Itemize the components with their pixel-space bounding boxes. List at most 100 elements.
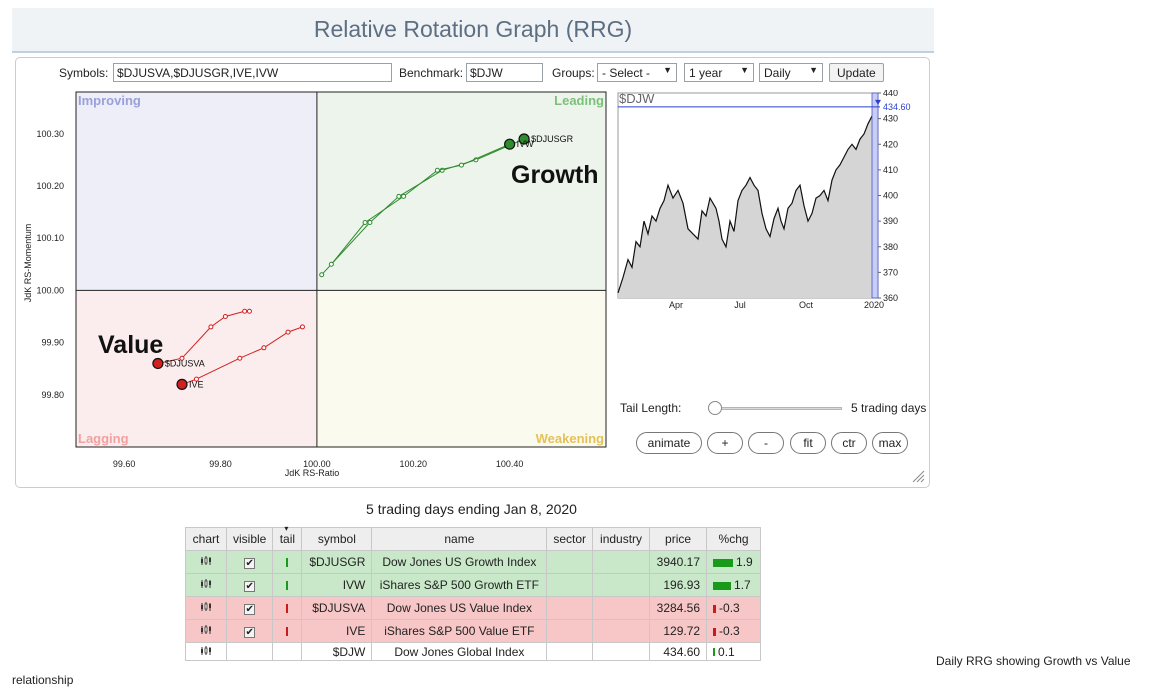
column-header-industry[interactable]: industry (592, 527, 651, 551)
symbol-cell[interactable]: IVE (301, 619, 373, 643)
tail-point (179, 355, 185, 361)
tail-point (285, 329, 291, 335)
chg-bar (713, 627, 717, 636)
column-header-visible[interactable]: visible (225, 527, 274, 551)
sector-cell (546, 619, 594, 643)
benchmark-y-tick-label: 410 (883, 165, 898, 175)
groups-select-value: - Select - (602, 66, 651, 80)
column-header-chart[interactable]: chart (185, 527, 227, 551)
chart-cell[interactable] (185, 550, 227, 574)
head-point[interactable] (176, 378, 188, 390)
benchmark-area (618, 106, 878, 298)
value-annotation: Value (98, 331, 163, 359)
footer-caption-line1: Daily RRG showing Growth vs Value (936, 654, 1131, 668)
chart-cell[interactable] (185, 596, 227, 620)
column-header-price[interactable]: price (649, 527, 708, 551)
visible-cell[interactable]: ✔ (225, 619, 274, 643)
candlestick-icon[interactable] (200, 578, 212, 592)
groups-select[interactable]: - Select - ▼ (597, 63, 677, 82)
visible-checkbox[interactable]: ✔ (244, 604, 256, 615)
chart-cell[interactable] (185, 619, 227, 643)
column-header-sector[interactable]: sector (546, 527, 594, 551)
industry-cell (592, 619, 651, 643)
max-button[interactable]: max (872, 432, 908, 454)
visible-checkbox[interactable]: ✔ (244, 581, 256, 592)
series-label: IVE (189, 379, 204, 389)
visible-cell[interactable]: ✔ (225, 573, 274, 597)
benchmark-line (617, 106, 879, 294)
benchmark-input[interactable] (466, 63, 543, 82)
visible-cell[interactable]: ✔ (225, 550, 274, 574)
chevron-down-icon: ▼ (809, 65, 818, 75)
column-header-tail[interactable]: ▾ tail (272, 524, 303, 551)
fit-button[interactable]: fit (790, 432, 826, 454)
zoom-out-button[interactable]: - (748, 432, 784, 454)
chart-cell[interactable] (185, 573, 227, 597)
rrg-chart[interactable]: 99.60 99.80 100.00 100.20 100.40 100.30 100.20… (16, 58, 616, 488)
symbol-cell[interactable]: $DJW (301, 642, 373, 661)
visible-checkbox[interactable]: ✔ (244, 558, 256, 569)
candlestick-icon[interactable] (200, 624, 212, 638)
tail-length-track[interactable] (712, 407, 842, 410)
table-row[interactable]: ✔ $DJUSVA Dow Jones US Value Index 3284.56-… (185, 596, 762, 620)
visible-checkbox[interactable]: ✔ (244, 627, 256, 638)
x-axis-label: JdK RS-Ratio (285, 468, 340, 478)
table-row[interactable]: ✔ $DJUSGR Dow Jones US Growth Index 3940.17… (185, 550, 762, 574)
series-ive[interactable]: IVE (176, 324, 305, 390)
column-header-symbol[interactable]: symbol (301, 527, 373, 551)
visible-cell[interactable]: ✔ (225, 596, 274, 620)
industry-cell (592, 573, 651, 597)
tail-length-slider-handle[interactable] (708, 401, 722, 415)
head-point[interactable] (504, 138, 516, 150)
resize-grip-icon[interactable] (911, 469, 925, 483)
series-ivw[interactable]: IVW (328, 138, 534, 267)
visible-cell[interactable] (225, 642, 274, 661)
benchmark-x-tick-label: Jul (734, 300, 746, 310)
zoom-in-button[interactable]: + (707, 432, 743, 454)
page-title: Relative Rotation Graph (RRG) (313, 16, 633, 42)
x-tick-label: 100.20 (400, 459, 428, 469)
candlestick-icon[interactable] (200, 601, 212, 615)
update-button[interactable]: Update (829, 63, 884, 82)
industry-cell (592, 642, 651, 661)
quadrant-weakening (316, 290, 606, 447)
symbol-cell[interactable]: $DJUSGR (301, 550, 373, 574)
chart-cell[interactable] (185, 642, 227, 661)
tail-point (319, 272, 325, 278)
period-select[interactable]: 1 year ▼ (684, 63, 754, 82)
column-header-chg[interactable]: %chg (706, 527, 762, 551)
candlestick-icon[interactable] (200, 555, 212, 569)
symbols-input[interactable] (113, 63, 392, 82)
table-row[interactable]: ✔ IVE iShares S&P 500 Value ETF 129.72 -0.3 (185, 619, 762, 643)
frequency-select[interactable]: Daily ▼ (759, 63, 823, 82)
name-cell: iShares S&P 500 Growth ETF (371, 573, 548, 597)
series-label: $DJUSGR (531, 134, 574, 144)
tail-point (362, 220, 368, 226)
head-point[interactable] (518, 133, 530, 145)
candlestick-icon[interactable] (200, 645, 212, 659)
benchmark-x-tick-label: Apr (669, 300, 683, 310)
tail-color-swatch (286, 558, 289, 568)
tail-cell (272, 619, 303, 643)
benchmark-y-tick-label: 380 (883, 242, 898, 252)
benchmark-y-tick-label: 370 (883, 267, 898, 277)
frequency-select-value: Daily (764, 66, 791, 80)
tail-point (401, 193, 407, 199)
chg-cell: 0.1 (706, 642, 762, 661)
column-header-name[interactable]: name (371, 527, 548, 551)
table-row[interactable]: ✔ IVW iShares S&P 500 Growth ETF 196.93 1.7 (185, 573, 762, 597)
tail-point (328, 261, 334, 267)
series-djusva[interactable]: $DJUSVA (152, 308, 252, 370)
center-button[interactable]: ctr (831, 432, 867, 454)
symbol-cell[interactable]: $DJUSVA (301, 596, 373, 620)
symbol-cell[interactable]: IVW (301, 573, 373, 597)
table-row[interactable]: $DJW Dow Jones Global Index 434.60 0.1 (185, 642, 762, 661)
head-point[interactable] (152, 357, 164, 370)
tail-point (193, 376, 199, 382)
sector-cell (546, 573, 594, 597)
animate-button[interactable]: animate (636, 432, 702, 454)
tail-cell (272, 573, 303, 597)
tail-point (261, 345, 267, 351)
chg-value: -0.3 (719, 624, 740, 638)
chevron-down-icon: ▼ (740, 65, 749, 75)
